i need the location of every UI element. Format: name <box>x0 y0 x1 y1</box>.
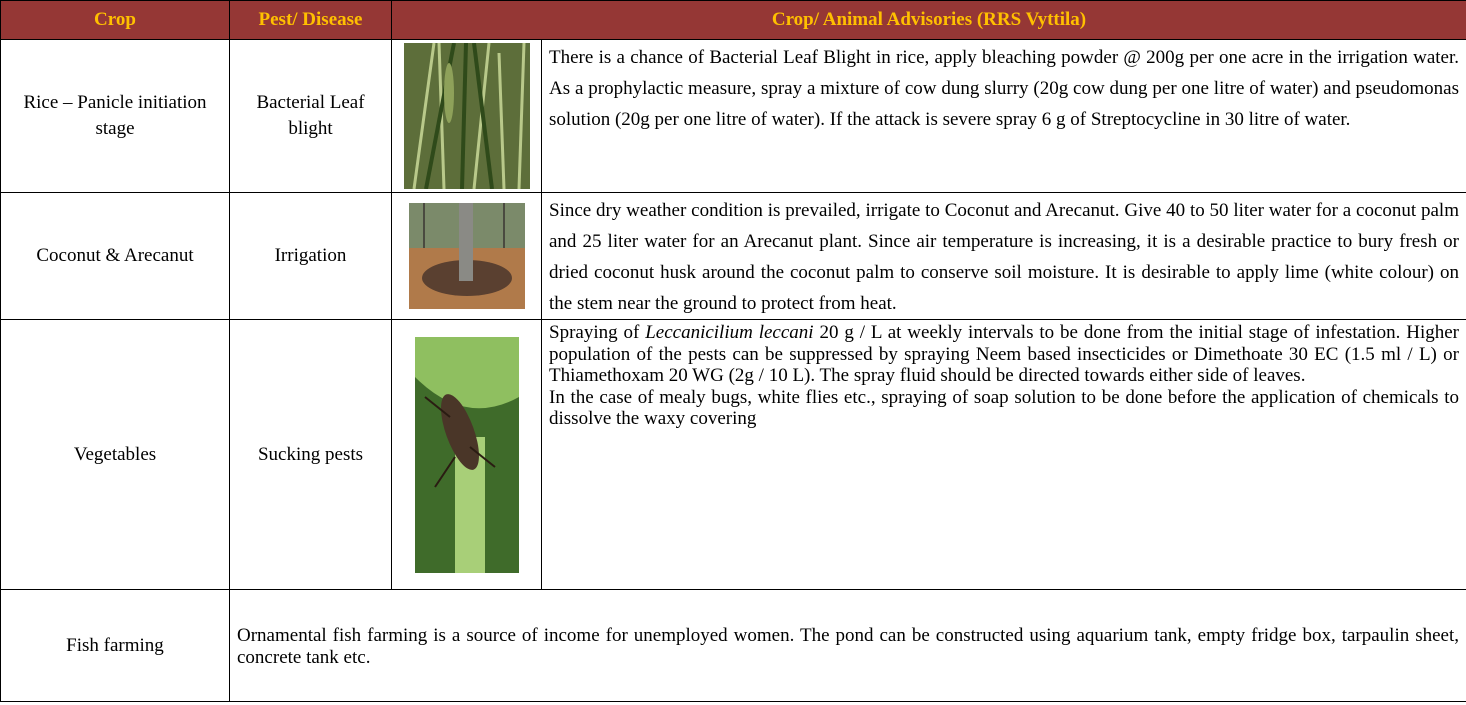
rice-image <box>404 43 530 189</box>
header-cell: Crop <box>1 1 230 40</box>
header-row: Crop Pest/ Disease Crop/ Animal Advisori… <box>1 1 1466 40</box>
advisory-cell: Spraying of Leccanicilium leccani 20 g /… <box>542 320 1466 590</box>
header-cell: Crop/ Animal Advisories (RRS Vyttila) <box>392 1 1466 40</box>
image-cell <box>392 193 542 320</box>
pest-cell: Irrigation <box>230 193 392 320</box>
species-name: Leccanicilium leccani <box>645 322 813 343</box>
row: Coconut & Arecanut Irrigation Since dry … <box>1 193 1466 320</box>
crop-cell: Vegetables <box>1 320 230 590</box>
coconut-image <box>409 203 525 309</box>
row: Rice – Panicle initiation stage Bacteria… <box>1 40 1466 193</box>
crop-cell: Fish farming <box>1 590 230 702</box>
advisory-cell: Since dry weather condition is prevailed… <box>542 193 1466 320</box>
page: Crop Pest/ Disease Crop/ Animal Advisori… <box>0 0 1466 705</box>
crop-cell: Rice – Panicle initiation stage <box>1 40 230 193</box>
row: Fish farming Ornamental fish farming is … <box>1 590 1466 702</box>
pest-cell: Sucking pests <box>230 320 392 590</box>
image-cell <box>392 40 542 193</box>
advisory-table: Crop Pest/ Disease Crop/ Animal Advisori… <box>0 0 1466 702</box>
advisory-note: In the case of mealy bugs, white flies e… <box>549 387 1459 430</box>
advisory-cell: Ornamental fish farming is a source of i… <box>230 590 1466 702</box>
row: Vegetables Sucking pests Spraying of Lec… <box>1 320 1466 590</box>
header-cell: Pest/ Disease <box>230 1 392 40</box>
crop-cell: Coconut & Arecanut <box>1 193 230 320</box>
insect-image <box>415 337 519 573</box>
image-cell <box>392 320 542 590</box>
advisory-text: Spraying of <box>549 322 645 343</box>
advisory-paragraph: Spraying of Leccanicilium leccani 20 g /… <box>549 322 1459 387</box>
advisory-cell: There is a chance of Bacterial Leaf Blig… <box>542 40 1466 193</box>
pest-cell: Bacterial Leaf blight <box>230 40 392 193</box>
